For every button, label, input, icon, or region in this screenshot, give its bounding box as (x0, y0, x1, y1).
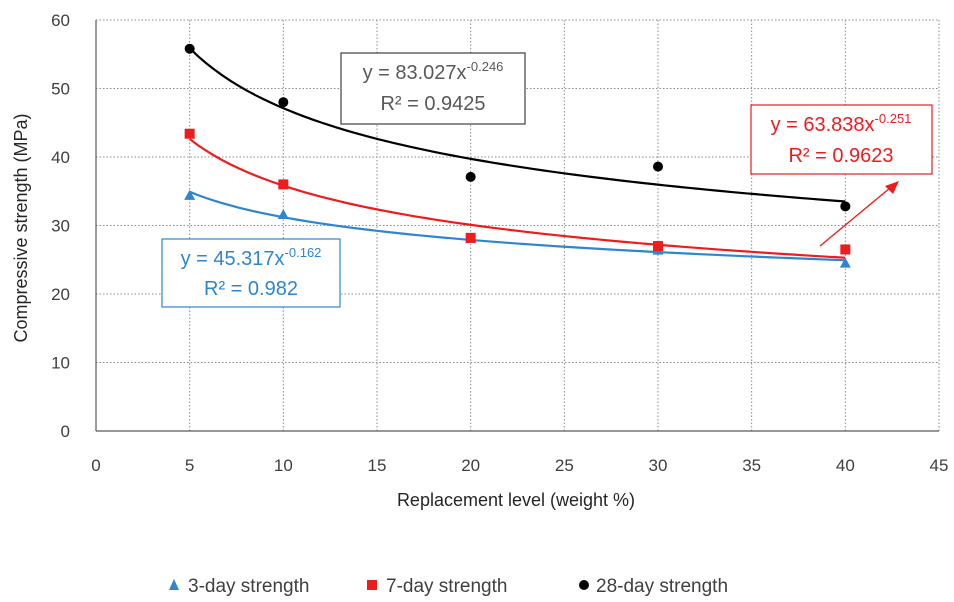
point-3-day-strength (839, 257, 851, 268)
x-tick-label: 0 (91, 456, 100, 475)
point-28-day-strength (840, 201, 851, 212)
point-28-day-strength (184, 43, 195, 54)
legend-label-3-day: 3-day strength (188, 576, 309, 597)
trendlines (188, 47, 846, 262)
y-tick-label: 20 (51, 285, 70, 304)
y-tick-label: 30 (51, 217, 70, 236)
point-7-day-strength (465, 232, 476, 243)
legend-marker-28-day (579, 580, 589, 590)
legend-marker-7-day (367, 580, 377, 590)
y-tick-label: 0 (61, 422, 70, 441)
point-3-day-strength (184, 189, 196, 200)
trendline-28-day-strength (188, 47, 846, 203)
equation-3-day: y = 45.317x-0.162 (181, 245, 322, 270)
legend-marker-3-day (169, 579, 179, 590)
x-tick-label: 15 (368, 456, 387, 475)
trendline-7-day-strength (189, 138, 846, 259)
y-axis-title: Compressive strength (MPa) (11, 113, 31, 342)
equation-box-7-day: y = 63.838x-0.251 R² = 0.9623 (750, 104, 933, 175)
point-28-day-strength (465, 171, 476, 182)
x-tick-label: 45 (930, 456, 949, 475)
legend-label-7-day: 7-day strength (386, 576, 507, 597)
point-28-day-strength (653, 161, 663, 172)
legend-item-28-day: 28-day strength (579, 576, 728, 597)
y-tick-label: 10 (51, 354, 70, 373)
x-axis-title: Replacement level (weight %) (397, 490, 635, 510)
y-tick-label: 60 (51, 11, 70, 30)
arrow-7-day (819, 181, 899, 247)
y-tick-label: 40 (51, 148, 70, 167)
equation-box-3-day: y = 45.317x-0.162 R² = 0.982 (161, 238, 341, 308)
axes (95, 20, 939, 432)
data-points (184, 43, 851, 268)
x-tick-label: 10 (274, 456, 293, 475)
x-tick-label: 5 (185, 456, 194, 475)
equation-7-day: y = 63.838x-0.251 (771, 111, 912, 136)
point-7-day-strength (840, 244, 851, 255)
x-tick-label: 25 (555, 456, 574, 475)
point-7-day-strength (184, 128, 195, 139)
legend-item-3-day: 3-day strength (169, 576, 309, 597)
equation-box-28-day: y = 83.027x-0.246 R² = 0.9425 (340, 52, 526, 125)
legend-label-28-day: 28-day strength (596, 576, 728, 597)
point-3-day-strength (277, 209, 289, 220)
point-7-day-strength (278, 179, 289, 190)
r2-7-day: R² = 0.9623 (788, 145, 893, 167)
x-tick-label: 40 (836, 456, 855, 475)
legend-item-7-day: 7-day strength (367, 576, 507, 597)
r2-3-day: R² = 0.982 (204, 278, 298, 300)
x-tick-label: 35 (742, 456, 761, 475)
legend: 3-day strength 7-day strength 28-day str… (169, 576, 728, 597)
trendline-3-day-strength (189, 190, 846, 262)
point-28-day-strength (278, 97, 289, 108)
equation-28-day: y = 83.027x-0.246 (363, 59, 504, 84)
point-7-day-strength (653, 241, 663, 252)
tick-labels: 0 5 10 15 20 25 30 35 40 45 0 10 20 30 40 50 60 (51, 11, 948, 475)
x-tick-label: 20 (461, 456, 480, 475)
x-tick-label: 30 (649, 456, 668, 475)
y-tick-label: 50 (51, 80, 70, 99)
r2-28-day: R² = 0.9425 (380, 93, 485, 115)
